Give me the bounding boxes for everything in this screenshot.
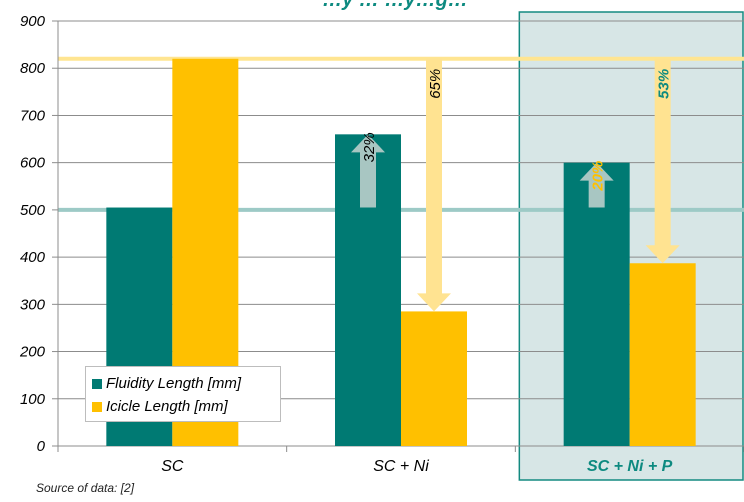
percent-arrow xyxy=(417,58,451,312)
bar xyxy=(563,162,630,446)
bar xyxy=(401,311,467,446)
y-tick-label: 200 xyxy=(19,344,46,361)
y-tick-label: 900 xyxy=(20,13,46,30)
percent-arrow xyxy=(579,162,614,208)
percent-label: 32% xyxy=(361,132,378,162)
x-category-label: SC + Ni xyxy=(373,458,429,475)
x-category-label: SC + Ni + P xyxy=(587,458,673,475)
percent-label: 20% xyxy=(590,161,607,192)
y-tick-label: 400 xyxy=(20,249,46,266)
source-note: Source of data: [2] xyxy=(36,481,135,495)
chart-title: …y … …y…g… xyxy=(322,0,468,11)
y-tick-label: 0 xyxy=(37,438,46,455)
legend-swatch xyxy=(92,378,102,389)
y-tick-label: 800 xyxy=(20,60,46,77)
legend-swatch xyxy=(92,401,102,412)
y-tick-label: 600 xyxy=(20,155,46,172)
percent-arrow xyxy=(351,134,385,208)
percent-label: 53% xyxy=(656,69,673,99)
y-tick-label: 700 xyxy=(20,107,46,124)
bar xyxy=(629,263,696,446)
y-tick-label: 500 xyxy=(20,202,46,219)
legend-item-fluidity: Fluidity Length [mm] xyxy=(92,372,274,395)
y-tick-label: 300 xyxy=(20,296,46,313)
legend-label: Icicle Length [mm] xyxy=(106,398,228,415)
legend-item-icicle: Icicle Length [mm] xyxy=(92,395,274,418)
legend-label: Fluidity Length [mm] xyxy=(106,375,242,392)
y-tick-label: 100 xyxy=(20,391,46,408)
percent-label: 65% xyxy=(427,69,444,99)
legend: Fluidity Length [mm] Icicle Length [mm] xyxy=(85,366,281,422)
x-category-label: SC xyxy=(161,458,184,475)
percent-arrow xyxy=(645,58,680,264)
